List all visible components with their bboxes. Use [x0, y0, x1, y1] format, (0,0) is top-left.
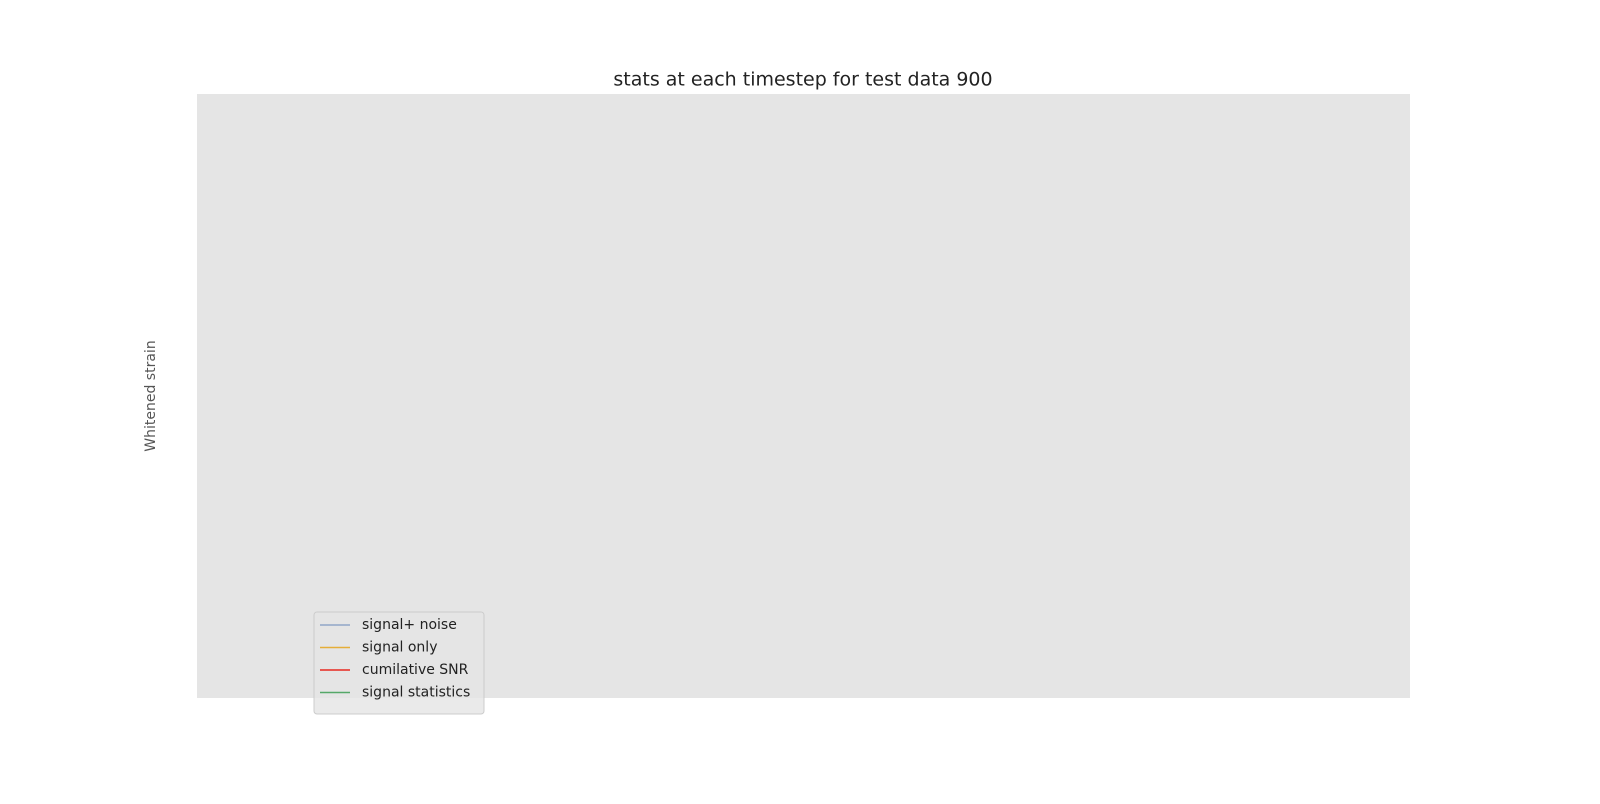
legend-label: signal statistics	[362, 685, 470, 701]
legend-label: signal only	[362, 640, 437, 656]
chart-title: stats at each timestep for test data 900	[613, 69, 992, 91]
legend-label: cumilative SNR	[362, 662, 469, 678]
legend-label: signal+ noise	[362, 617, 457, 633]
legend: signal+ noise signal only cumilative SNR si…	[313, 611, 485, 715]
y-axis-label: Whitened strain	[143, 340, 159, 451]
plot-background	[197, 94, 1410, 698]
legend-box	[313, 611, 485, 715]
